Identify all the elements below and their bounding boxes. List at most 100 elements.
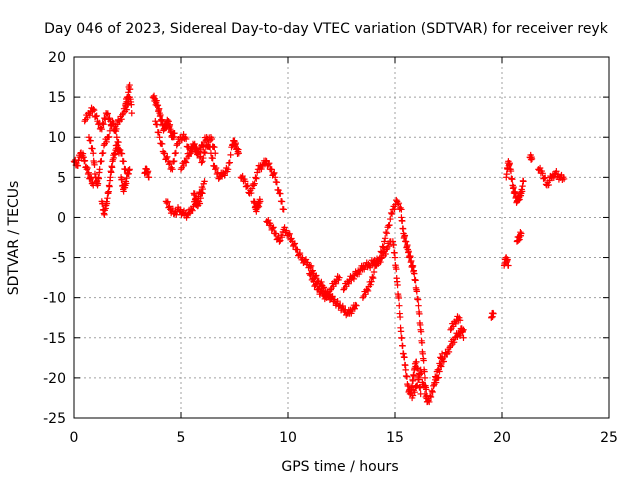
data-point <box>334 297 341 305</box>
data-point <box>423 386 430 393</box>
data-point <box>95 175 103 182</box>
data-point <box>318 278 325 286</box>
x-tick-label: 15 <box>386 430 404 446</box>
data-point <box>196 200 204 207</box>
y-tick-label: 5 <box>57 170 66 186</box>
data-point <box>440 358 447 365</box>
data-point <box>391 254 399 261</box>
data-point <box>288 235 295 242</box>
data-point <box>198 159 205 166</box>
series-seg24 <box>447 313 467 341</box>
data-point <box>170 157 178 165</box>
series-seg18 <box>306 270 343 303</box>
data-point <box>113 134 120 141</box>
data-point <box>188 206 195 213</box>
data-point <box>103 111 111 118</box>
data-point <box>348 310 355 317</box>
data-point <box>96 166 103 173</box>
data-point <box>405 248 412 255</box>
x-axis-ticks: 0 5 10 15 20 25 <box>70 57 618 446</box>
data-point <box>164 153 171 160</box>
data-point <box>152 117 159 125</box>
data-point <box>409 262 417 270</box>
data-point <box>398 334 406 342</box>
data-point <box>432 379 440 386</box>
data-point <box>539 170 546 177</box>
data-point <box>93 112 100 120</box>
data-point <box>413 358 420 366</box>
data-point <box>417 366 424 374</box>
data-point <box>382 250 389 258</box>
data-point <box>275 186 282 194</box>
data-point <box>112 127 120 135</box>
data-point <box>369 273 376 281</box>
series-seg30 <box>535 164 568 189</box>
data-point <box>90 105 97 113</box>
data-point <box>312 281 319 289</box>
data-point <box>156 134 163 141</box>
series-seg1 <box>70 149 97 189</box>
data-point <box>437 362 444 369</box>
data-point <box>270 224 277 231</box>
data-point <box>390 241 397 249</box>
data-point <box>276 238 283 245</box>
data-point <box>360 266 368 273</box>
data-point <box>185 153 192 160</box>
data-point <box>194 150 202 157</box>
data-point <box>262 157 269 164</box>
data-point <box>280 206 287 213</box>
data-point <box>381 238 388 245</box>
data-point <box>415 302 422 309</box>
series-seg12 <box>190 189 206 210</box>
y-tick-label: -25 <box>43 411 66 427</box>
data-point <box>163 199 171 207</box>
data-point <box>277 190 284 197</box>
y-tick-label: 0 <box>57 210 66 226</box>
data-point <box>370 268 378 276</box>
data-point <box>421 374 429 382</box>
data-point <box>128 109 135 117</box>
x-tick-label: 25 <box>600 430 618 446</box>
data-point <box>458 326 465 333</box>
data-point <box>459 327 466 335</box>
data-point <box>270 170 277 178</box>
data-point <box>353 302 360 309</box>
data-point <box>294 246 301 253</box>
data-point <box>418 339 426 346</box>
data-point <box>393 265 400 273</box>
data-point <box>364 287 372 295</box>
data-point <box>542 174 549 181</box>
data-point <box>295 251 303 258</box>
data-point <box>427 393 435 401</box>
data-point <box>387 209 395 217</box>
data-point <box>388 210 396 218</box>
data-point <box>368 278 375 285</box>
data-point <box>363 286 371 293</box>
data-point <box>253 169 261 176</box>
data-point <box>278 233 286 241</box>
data-point <box>157 111 164 119</box>
data-point <box>345 280 352 287</box>
data-point <box>385 242 393 250</box>
data-point <box>401 354 408 361</box>
data-point <box>382 229 390 236</box>
data-point <box>450 339 458 346</box>
data-point <box>79 150 87 157</box>
y-tick-label: -10 <box>43 291 66 307</box>
data-point <box>386 221 393 229</box>
grid <box>74 57 609 418</box>
data-point <box>429 388 436 396</box>
data-point <box>285 231 293 239</box>
series-seg21 <box>398 214 431 406</box>
series-seg15 <box>250 196 264 215</box>
data-point <box>203 142 210 149</box>
data-point <box>163 154 170 162</box>
data-point <box>182 159 190 166</box>
data-point <box>165 118 172 125</box>
data-point <box>108 169 115 176</box>
data-point <box>399 342 406 350</box>
data-point <box>490 310 497 317</box>
data-point <box>128 101 135 108</box>
data-point <box>402 238 410 245</box>
